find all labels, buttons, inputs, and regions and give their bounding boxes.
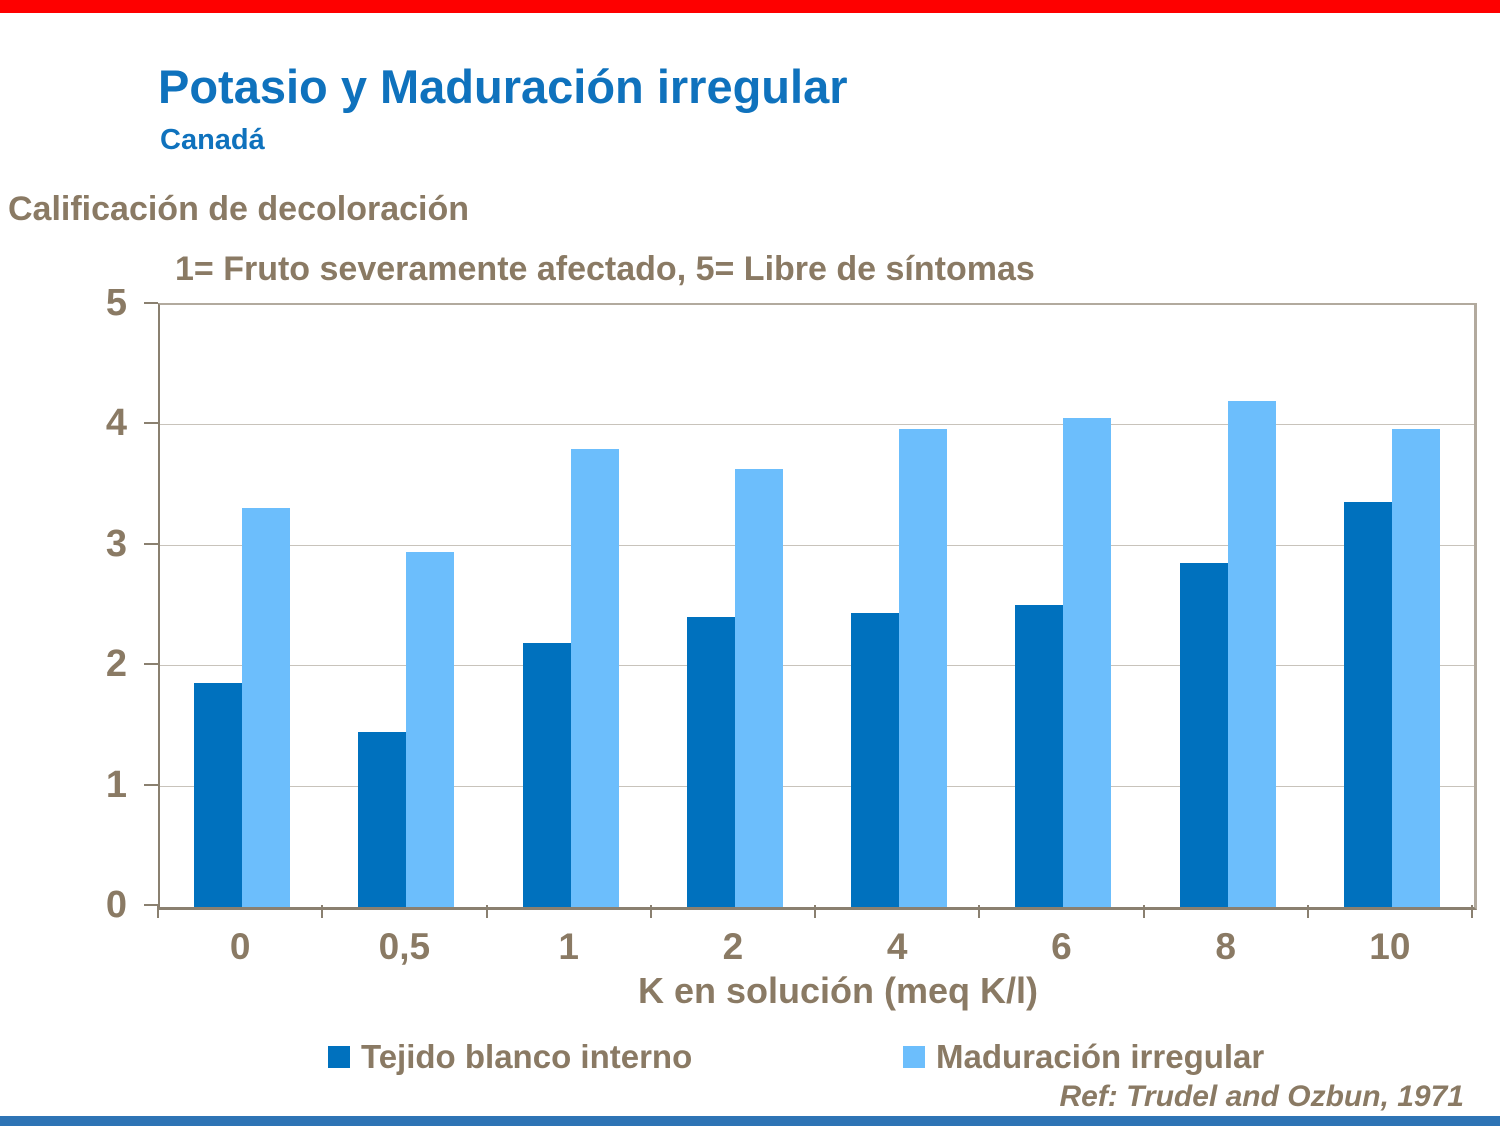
chart-plot-area xyxy=(158,303,1477,910)
x-category-label-6: 6 xyxy=(1051,926,1072,967)
y-tick-label-0: 0 xyxy=(105,884,127,926)
bar-maduracion-8 xyxy=(1227,401,1276,907)
x-tick-mark-1 xyxy=(321,905,324,918)
y-tick-label-3: 3 xyxy=(105,522,127,565)
x-category-label-4: 4 xyxy=(886,926,908,967)
bar-maduracion-0 xyxy=(242,508,291,907)
x-category-label-8: 8 xyxy=(1215,926,1236,967)
top-accent-bar xyxy=(0,0,1500,13)
bar-tejido-8 xyxy=(1179,562,1228,907)
gridline-1 xyxy=(160,785,1474,787)
reference-citation: Ref: Trudel and Ozbun, 1971 xyxy=(1059,1080,1464,1113)
gridline-2 xyxy=(160,665,1474,667)
x-category-label-2: 2 xyxy=(722,926,744,967)
gridline-4 xyxy=(160,424,1474,426)
bar-maduracion-4 xyxy=(899,429,948,907)
bar-maduracion-2 xyxy=(734,468,783,907)
legend-marker-dark-blue-icon xyxy=(328,1046,350,1068)
x-tick-mark-2 xyxy=(485,905,488,918)
x-tick-mark-0 xyxy=(157,905,159,918)
legend-item-tejido-blanco-interno: Tejido blanco interno xyxy=(328,1038,692,1076)
bar-maduracion-0,5 xyxy=(406,551,455,907)
x-axis-title: K en solución (meq K/l) xyxy=(637,970,1039,1011)
x-tick-mark-3 xyxy=(649,905,652,918)
y-tick-label-2: 2 xyxy=(105,643,127,686)
y-axis-labels: 0 1 2 3 4 5 xyxy=(0,282,133,926)
y-tick-mark-4 xyxy=(144,422,158,425)
gridline-3 xyxy=(160,544,1474,546)
y-tick-mark-0 xyxy=(144,904,158,906)
bottom-accent-bar xyxy=(0,1116,1500,1126)
x-category-label-0,5: 0,5 xyxy=(378,926,431,967)
bar-maduracion-1 xyxy=(570,449,619,907)
legend-item-maduracion-irregular: Maduración irregular xyxy=(903,1038,1264,1076)
x-tick-mark-4 xyxy=(814,905,816,918)
bar-tejido-2 xyxy=(686,616,735,907)
legend-label: Tejido blanco interno xyxy=(361,1038,693,1075)
x-category-label-1: 1 xyxy=(558,926,579,967)
page-subtitle: Canadá xyxy=(160,124,265,156)
bar-tejido-4 xyxy=(851,613,900,907)
x-tick-mark-6 xyxy=(1142,905,1145,918)
y-tick-mark-2 xyxy=(144,663,158,666)
bar-tejido-0,5 xyxy=(358,732,407,907)
bar-tejido-6 xyxy=(1015,604,1064,907)
x-tick-mark-5 xyxy=(978,905,981,918)
legend-label: Maduración irregular xyxy=(936,1038,1265,1075)
page-title: Potasio y Maduración irregular xyxy=(158,60,848,113)
scale-note: 1= Fruto severamente afectado, 5= Libre … xyxy=(175,250,1035,288)
y-tick-label-1: 1 xyxy=(105,763,127,806)
bar-maduracion-10 xyxy=(1391,429,1440,907)
x-category-label-10: 10 xyxy=(1369,926,1411,967)
y-tick-mark-3 xyxy=(144,542,158,545)
y-tick-mark-1 xyxy=(144,783,158,786)
x-tick-mark-8 xyxy=(1471,905,1473,918)
y-tick-label-4: 4 xyxy=(105,402,127,445)
bar-tejido-0 xyxy=(194,683,243,907)
x-category-label-0: 0 xyxy=(229,926,251,967)
legend-marker-light-blue-icon xyxy=(903,1046,925,1068)
x-axis-category-labels: 0 0,5 1 2 4 6 8 10 xyxy=(158,926,1472,970)
x-tick-mark-7 xyxy=(1306,905,1309,918)
y-axis-caption: Calificación de decoloración xyxy=(8,190,470,228)
bar-tejido-1 xyxy=(522,643,571,907)
y-tick-mark-5 xyxy=(144,302,158,304)
y-tick-label-5: 5 xyxy=(105,282,127,324)
bar-maduracion-6 xyxy=(1063,418,1112,907)
bar-tejido-10 xyxy=(1343,502,1392,907)
